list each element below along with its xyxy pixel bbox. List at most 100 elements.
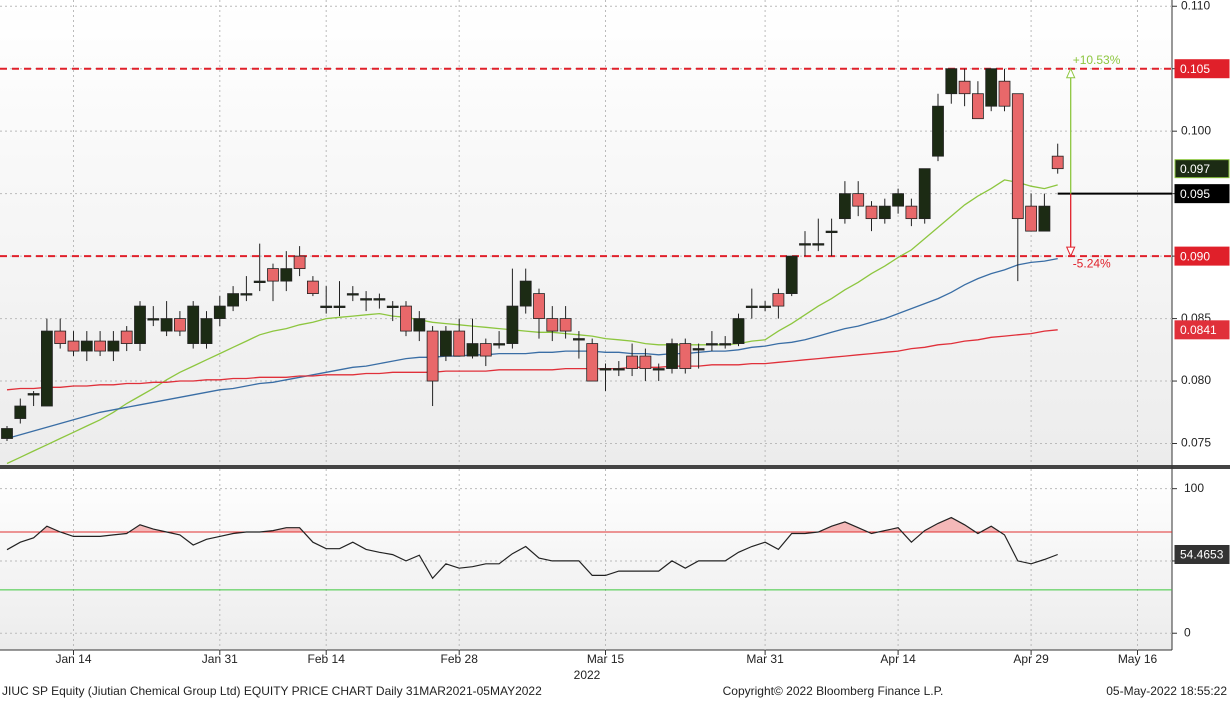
x-tick-label: Feb 28 [441,652,479,666]
candle-body [227,293,240,307]
x-tick-label: Mar 31 [746,652,784,666]
candle-body [692,348,705,351]
candle-body [932,105,944,157]
candle-body [958,80,971,95]
last-price-tag: 0.097 [1180,162,1210,176]
candle-body [745,305,758,308]
candle-body [14,405,27,419]
candle-body [27,393,40,396]
candle-body [147,318,160,321]
moving-average [6,329,1058,391]
y-tick-label: 0.080 [1181,373,1211,387]
candle-body [439,330,452,357]
annotation-arrowhead [1065,246,1076,258]
candle-body [732,318,745,344]
x-tick-label: Feb 14 [308,652,346,666]
level-tag-box [1174,246,1230,266]
rsi-tick-label: 0 [1184,625,1191,639]
candle-body [479,343,492,357]
candle-body [852,193,865,207]
candle-body [972,93,984,120]
candle-body [160,318,173,332]
footer-center: Copyright© 2022 Bloomberg Finance L.P. [723,684,944,698]
x-tick-label: Jan 31 [202,652,238,666]
candle-body [559,318,572,332]
candle-body [400,305,412,332]
candle-body [985,68,998,107]
price-panel [0,0,1172,466]
ma-tag: 0.0841 [1180,323,1217,337]
x-tick-label: May 16 [1118,652,1158,666]
candle-body [134,305,146,344]
candle-body [546,318,559,332]
candle-body [67,340,80,352]
candle-body [639,355,652,369]
moving-average [6,179,1058,465]
footer-left: JIUC SP Equity (Jiutian Chemical Group L… [2,684,542,698]
annotation-label: -5.24% [1073,256,1111,270]
x-year-label: 2022 [574,668,601,682]
level-tag: 0.105 [1180,62,1210,76]
candle-body [306,280,319,294]
candle-body [533,293,545,319]
candle-body [280,268,293,282]
candle-body [213,305,226,319]
ma-tag-box [1174,320,1230,340]
candle-body [1,428,13,439]
x-tick-label: Jan 14 [55,652,91,666]
level-tag: 0.095 [1180,187,1210,201]
candle-body [679,343,692,369]
candle-body [519,280,532,307]
candle-body [373,298,386,301]
candle-body [586,343,599,382]
last-price-tag-box [1174,159,1230,179]
candle-body [612,368,625,371]
candle-body [466,343,479,357]
candle-body [413,318,426,332]
annotation-arrowhead [1065,67,1076,79]
candle-body [240,293,253,296]
level-tag-box [1174,59,1230,79]
candle-body [94,340,106,352]
candle-body [333,305,346,308]
candle-body [200,318,213,344]
level-tag: 0.090 [1180,249,1210,263]
candle-body [493,343,506,346]
candle-body [506,305,519,344]
candle-body [453,330,466,357]
candle-body [320,305,333,308]
rsi-tick-label: 100 [1184,481,1204,495]
overbought-fill [7,517,1058,533]
candle-body [80,340,93,352]
candle-body [918,168,931,220]
candle-body [785,255,798,294]
candle-body [1011,93,1024,220]
candle-body [878,205,891,220]
level-tag-box [1174,184,1230,204]
candle-body [107,340,120,352]
candle-body [812,243,825,246]
candle-body [41,330,53,407]
footer-right: 05-May-2022 18:55:22 [1106,684,1227,698]
x-tick-label: Apr 14 [880,652,916,666]
candle-body [1025,205,1037,232]
y-tick-label: 0.075 [1181,436,1211,450]
candle-body [187,305,200,344]
candle-body [799,243,811,246]
candle-body [652,368,665,371]
candle-body [892,193,904,207]
x-tick-label: Apr 29 [1013,652,1049,666]
candle-body [120,330,133,344]
rsi-line [6,516,1058,580]
candle-body [386,305,399,308]
candle-body [905,205,918,220]
candle-body [293,255,306,270]
candle-body [599,368,612,371]
candle-body [706,343,718,346]
candle-body [666,343,678,369]
moving-average [6,257,1058,440]
candle-body [839,193,851,220]
candle-body [346,293,359,296]
candle-body [573,338,585,341]
